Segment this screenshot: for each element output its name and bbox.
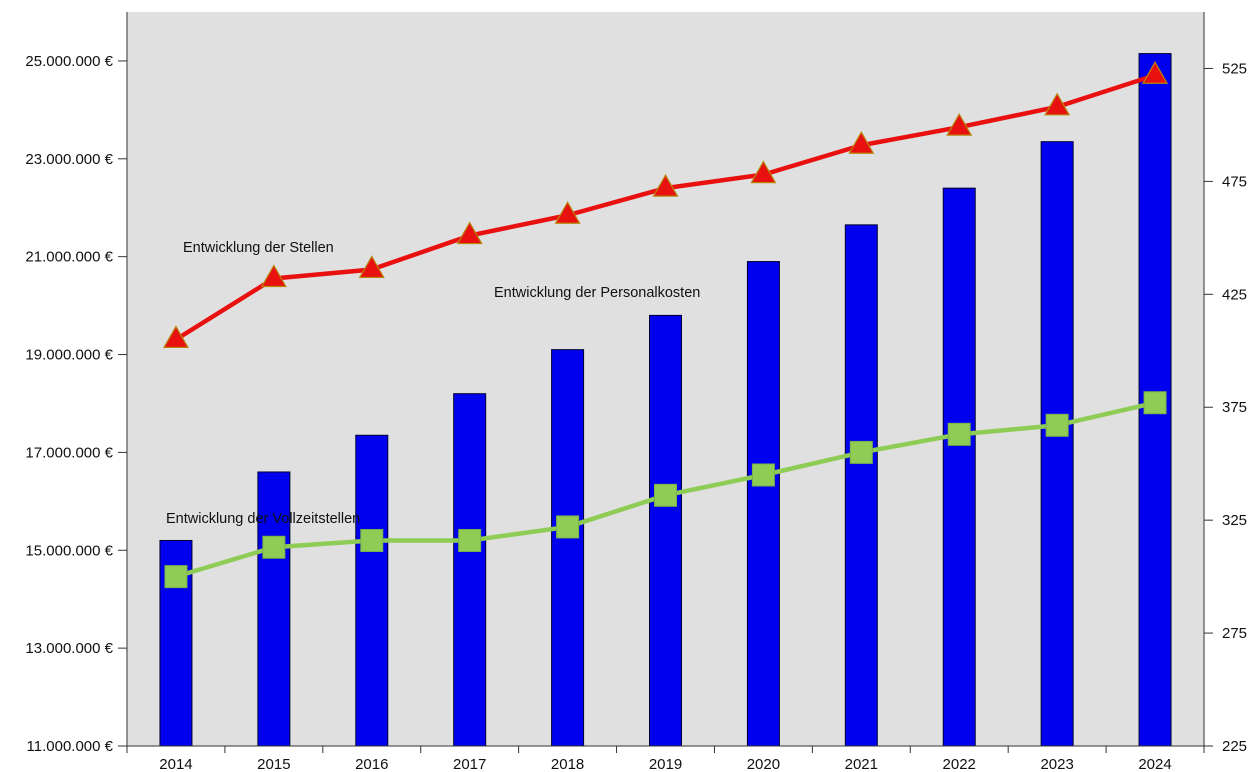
triangle-marker-2023 [1044,92,1071,116]
triangle-marker-2016 [358,255,385,279]
square-marker-2015 [262,535,286,559]
triangle-marker-2022 [946,112,973,136]
annotation-vollzeitstellen: Entwicklung der Vollzeitstellen [166,511,360,527]
right-tick-label: 525 [1222,60,1247,77]
triangle-marker-2018 [554,201,581,224]
left-tick-label: 21.000.000 € [25,249,113,266]
left-tick-label: 17.000.000 € [25,444,113,461]
right-tick-label: 275 [1222,625,1247,642]
bar-2017 [453,393,487,747]
square-marker-2018 [556,515,580,539]
bar-2019 [649,314,682,747]
right-tick-label: 425 [1222,286,1247,303]
left-tick-label: 23.000.000 € [25,151,113,168]
bar-2015 [257,471,291,747]
bar-2020 [746,261,780,747]
left-tick-label: 11.000.000 € [27,738,114,755]
bar-2022 [942,187,976,747]
triangle-marker-2021 [848,131,875,154]
right-tick-label: 375 [1222,399,1247,416]
x-tick-label-2024: 2024 [1138,756,1171,772]
square-marker-2020 [751,463,775,487]
triangle-marker-2015 [260,264,287,288]
right-tick-label: 225 [1222,738,1247,755]
x-tick-label-2016: 2016 [355,756,388,772]
axes: 11.000.000 € 13.000.000 € 15.000.000 € 17.0… [25,12,1247,772]
square-marker-2023 [1045,413,1069,437]
bar-2016 [355,434,389,747]
x-tick-label-2014: 2014 [159,756,192,772]
triangle-marker-2014 [162,325,189,349]
bar-2018 [551,349,585,747]
triangle-marker-2024 [1142,61,1169,84]
right-tick-label: 325 [1222,512,1247,529]
bar-2023 [1040,141,1074,747]
triangle-marker-2020 [750,160,777,184]
square-marker-2022 [947,422,971,446]
triangle-marker-2019 [652,173,679,197]
x-tick-label-2020: 2020 [747,756,780,772]
x-tick-label-2022: 2022 [943,756,976,772]
x-tick-label-2023: 2023 [1040,756,1073,772]
square-marker-2021 [849,440,873,464]
left-tick-label: 15.000.000 € [25,542,113,559]
annotation-personalkosten: Entwicklung der Personalkosten [494,285,700,301]
x-tick-label-2021: 2021 [845,756,878,772]
square-marker-2024 [1143,391,1167,415]
left-tick-label: 19.000.000 € [25,347,113,364]
line-series [162,61,1169,589]
square-marker-2014 [164,565,188,589]
annotation-stellen: Entwicklung der Stellen [183,240,334,256]
square-marker-2017 [458,528,482,552]
right-tick-label: 475 [1222,173,1247,190]
x-tick-label-2019: 2019 [649,756,682,772]
x-tick-label-2018: 2018 [551,756,584,772]
x-tick-label-2015: 2015 [257,756,290,772]
x-tick-label-2017: 2017 [453,756,486,772]
left-tick-label: 25.000.000 € [25,53,113,70]
left-tick-label: 13.000.000 € [25,640,113,657]
square-marker-2019 [654,483,677,507]
bar-2021 [844,224,878,747]
square-marker-2016 [360,528,384,552]
triangle-marker-2017 [456,221,483,245]
